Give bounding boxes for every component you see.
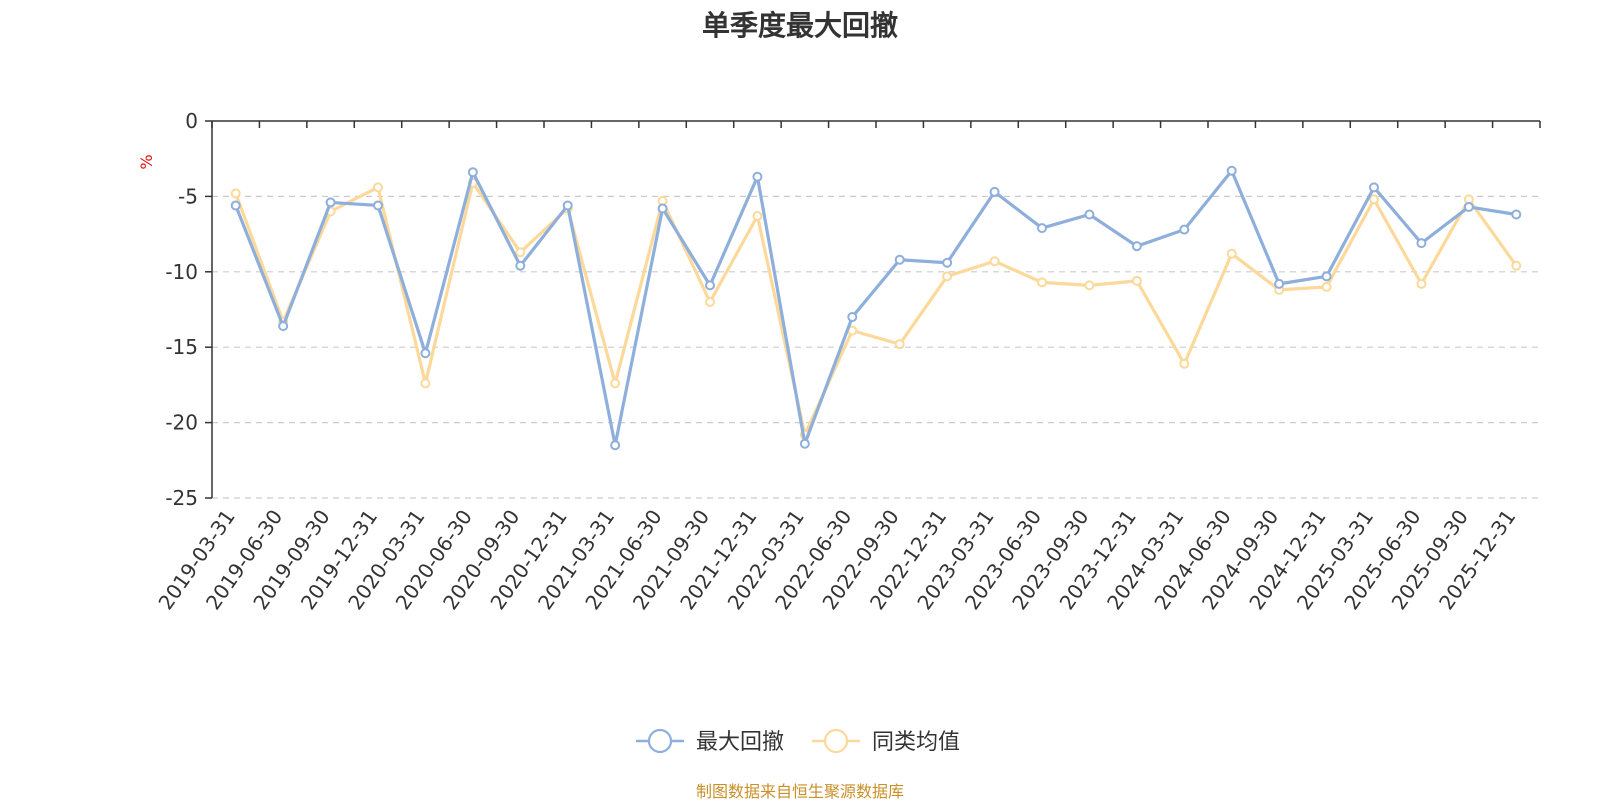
legend-marker-icon[interactable] [647, 728, 673, 754]
data-point[interactable] [278, 321, 289, 332]
data-point[interactable] [515, 260, 526, 271]
data-point[interactable] [230, 200, 241, 211]
data-point[interactable] [799, 438, 810, 449]
legend: 最大回撤 同类均值 [636, 728, 960, 755]
data-point[interactable] [752, 171, 763, 182]
data-point[interactable] [1369, 194, 1379, 205]
data-point[interactable] [420, 348, 431, 359]
data-point[interactable] [894, 254, 905, 265]
data-point[interactable] [610, 440, 621, 451]
data-point[interactable] [1131, 241, 1142, 252]
data-point[interactable] [230, 188, 241, 199]
data-point[interactable] [1226, 248, 1237, 259]
data-point[interactable] [1321, 271, 1332, 282]
data-point[interactable] [1511, 209, 1522, 220]
y-tick-label: -5 [178, 184, 198, 208]
data-point[interactable] [515, 247, 526, 258]
legend-label[interactable]: 最大回撤 [696, 730, 784, 755]
chart-title: 单季度最大回撤 [701, 9, 898, 42]
data-point[interactable] [1179, 224, 1190, 235]
data-point[interactable] [705, 280, 715, 291]
data-point[interactable] [467, 167, 478, 178]
series-line [234, 181, 1518, 437]
legend-label[interactable]: 同类均值 [872, 730, 960, 755]
series [230, 165, 1522, 451]
data-point[interactable] [1084, 209, 1095, 220]
data-point[interactable] [562, 200, 573, 211]
data-point[interactable] [1084, 280, 1095, 291]
data-point[interactable] [1369, 182, 1379, 193]
y-tick-label: -20 [165, 411, 198, 435]
data-point[interactable] [847, 312, 858, 323]
data-point[interactable] [1226, 165, 1237, 176]
data-point[interactable] [1037, 277, 1047, 288]
data-point[interactable] [989, 256, 1000, 267]
data-point[interactable] [1416, 238, 1427, 249]
data-point[interactable] [1511, 260, 1522, 271]
data-point[interactable] [373, 200, 383, 211]
data-point[interactable] [1037, 223, 1047, 234]
data-point[interactable] [325, 197, 336, 208]
data-point[interactable] [420, 378, 431, 389]
y-tick-label: -10 [165, 260, 198, 284]
data-point[interactable] [1179, 358, 1190, 369]
data-point[interactable] [705, 296, 715, 307]
data-point[interactable] [942, 257, 953, 268]
data-point[interactable] [657, 203, 668, 214]
data-point[interactable] [1131, 275, 1142, 286]
y-tick-label: -15 [165, 335, 198, 359]
data-point[interactable] [989, 186, 1000, 197]
data-point[interactable] [894, 339, 905, 350]
y-axis-unit: % [137, 154, 156, 169]
data-point[interactable] [1416, 278, 1427, 289]
data-point[interactable] [1321, 281, 1332, 292]
grid-lines [212, 195, 1540, 499]
data-point[interactable] [752, 211, 763, 222]
y-tick-label: -25 [165, 486, 198, 510]
data-point[interactable] [1274, 278, 1285, 289]
y-tick-label: 0 [185, 109, 198, 133]
data-point[interactable] [610, 378, 621, 389]
source-note: 制图数据来自恒生聚源数据库 [695, 782, 904, 801]
legend-marker-icon[interactable] [823, 728, 849, 754]
series-line [234, 169, 1517, 447]
data-point[interactable] [942, 271, 953, 282]
data-point[interactable] [373, 182, 383, 193]
data-point[interactable] [1463, 201, 1474, 212]
